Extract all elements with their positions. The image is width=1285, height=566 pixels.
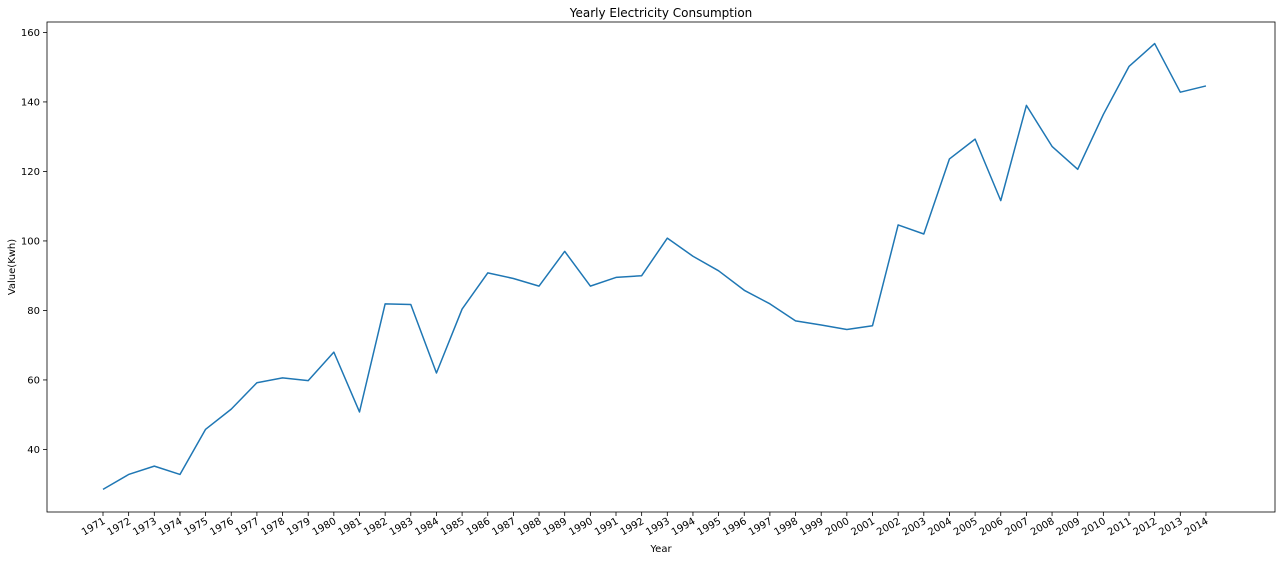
x-tick-label: 1997 [747,516,775,538]
x-tick-label: 2010 [1080,516,1108,538]
x-tick-label: 1977 [234,516,262,538]
x-tick-label: 1979 [285,516,313,538]
x-tick-label: 1981 [336,516,364,538]
x-tick-label: 1992 [619,516,647,538]
x-tick-label: 1999 [798,516,826,538]
x-tick-label: 1991 [593,516,621,538]
x-tick-label: 1989 [542,516,570,538]
x-tick-label: 1988 [516,516,544,538]
y-tick-label: 60 [27,375,40,386]
x-axis-label: Year [649,544,672,555]
x-tick-label: 1974 [157,516,185,538]
x-tick-label: 2013 [1157,516,1185,538]
x-tick-label: 1984 [413,516,441,538]
x-tick-label: 2007 [1003,516,1031,538]
x-tick-label: 2011 [1106,516,1134,538]
x-tick-label: 1982 [362,516,390,538]
x-tick-label: 1993 [644,516,672,538]
x-tick-label: 2003 [901,516,929,538]
x-tick-label: 1978 [260,516,288,538]
y-tick-label: 80 [27,306,40,317]
x-tick-label: 1983 [388,516,416,538]
x-tick-label: 2009 [1055,516,1083,538]
x-tick-label: 1971 [80,516,108,538]
x-tick-label: 1973 [131,516,159,538]
y-tick-label: 160 [21,28,40,39]
y-axis-label: Value(Kwh) [7,239,18,295]
chart-title: Yearly Electricity Consumption [569,6,753,20]
x-tick-label: 2005 [952,516,980,538]
x-tick-label: 2012 [1132,516,1160,538]
x-tick-label: 2000 [824,516,852,538]
x-tick-label: 1985 [439,516,467,538]
x-tick-label: 2004 [926,516,954,538]
y-axis: 40 60 80 100 120 140 160 [21,28,47,456]
x-tick-label: 1972 [106,516,134,538]
y-tick-label: 40 [27,445,40,456]
x-tick-label: 1975 [183,516,211,538]
x-tick-label: 2002 [875,516,903,538]
x-tick-label: 1976 [208,516,236,538]
plot-area-frame [47,22,1275,512]
x-tick-label: 2014 [1183,516,1211,538]
x-tick-label: 1990 [567,516,595,538]
x-tick-label: 1998 [773,516,801,538]
x-axis: 1971197219731974197519761977197819791980… [80,512,1210,538]
x-tick-label: 1994 [670,516,698,538]
x-tick-label: 1986 [465,516,493,538]
x-tick-label: 2006 [978,516,1006,538]
x-tick-label: 1995 [696,516,724,538]
y-tick-label: 140 [21,97,40,108]
x-tick-label: 2001 [849,516,877,538]
series-layer [103,44,1206,490]
y-tick-label: 100 [21,236,40,247]
x-tick-label: 2008 [1029,516,1057,538]
x-tick-label: 1996 [721,516,749,538]
x-tick-label: 1980 [311,516,339,538]
series-line [103,44,1206,490]
y-tick-label: 120 [21,167,40,178]
x-tick-label: 1987 [490,516,518,538]
